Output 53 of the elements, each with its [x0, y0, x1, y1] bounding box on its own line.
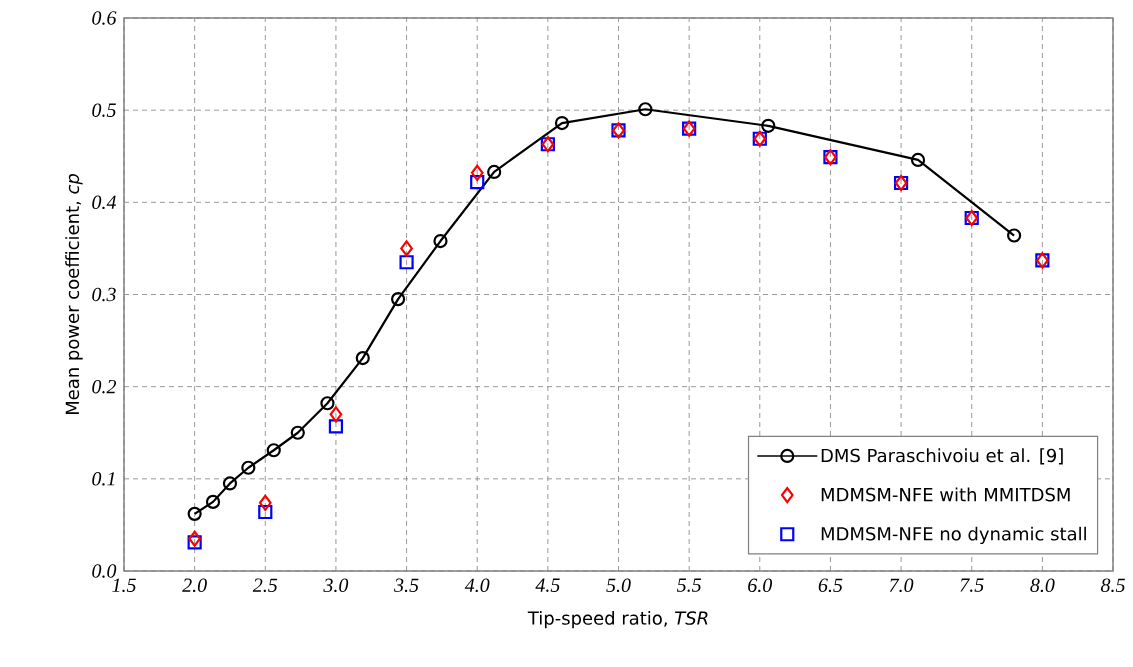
point	[433, 233, 448, 249]
legend-label: MDMSM-NFE with MMITDSM	[821, 487, 1070, 502]
x-tick-label: 6.0	[748, 578, 773, 593]
x-tick-label: 4.0	[464, 578, 490, 593]
x-tick-label: 5.0	[606, 578, 631, 593]
x-tick-label: 1.5	[112, 578, 136, 592]
x-tick-label: 7.0	[889, 578, 914, 593]
point	[554, 115, 570, 131]
x-tick-label: 6.5	[818, 578, 843, 593]
point	[241, 460, 256, 475]
y-tick-label: 0.2	[92, 379, 117, 394]
x-tick-label: 8.0	[1030, 578, 1055, 593]
point	[258, 504, 273, 520]
x-tick-label: 7.5	[960, 578, 984, 592]
point	[188, 530, 201, 547]
point	[487, 164, 502, 180]
point	[290, 425, 305, 440]
point	[1007, 228, 1022, 243]
y-tick-label: 0.5	[92, 103, 116, 117]
point	[761, 118, 776, 133]
point	[400, 240, 413, 257]
y-tick-label: 0.4	[92, 195, 117, 210]
x-axis-title: Tip-speed ratio, TSR	[527, 610, 708, 629]
point	[328, 419, 344, 434]
point	[329, 406, 343, 423]
point	[266, 443, 281, 458]
x-tick-label: 2.0	[182, 578, 207, 593]
point	[258, 494, 272, 511]
x-tick-label: 8.5	[1100, 578, 1125, 593]
x-tick-label: 5.5	[676, 578, 702, 592]
point	[391, 292, 406, 307]
y-tick-label: 0.6	[92, 11, 117, 25]
x-tick-label: 3.0	[323, 578, 349, 593]
x-tick-label: 2.5	[252, 578, 278, 593]
point	[205, 494, 221, 509]
point	[470, 174, 485, 190]
point	[355, 350, 370, 366]
x-tick-label: 4.5	[535, 578, 560, 592]
point	[222, 476, 238, 491]
point	[187, 506, 202, 521]
y-tick-label: 0.0	[92, 564, 117, 578]
point	[910, 152, 926, 168]
point	[638, 102, 653, 117]
legend-label: MDMSM-NFE no dynamic stall	[821, 526, 1086, 545]
legend-label: DMS Paraschivoiu et al. [9]	[821, 448, 1063, 465]
point	[187, 535, 202, 550]
point	[399, 255, 414, 270]
y-tick-label: 0.1	[92, 472, 115, 486]
y-axis-title: Mean power coefficient, cp	[65, 173, 83, 415]
x-tick-label: 3.5	[394, 578, 419, 593]
y-tick-label: 0.3	[92, 287, 116, 302]
point	[320, 396, 335, 411]
point	[470, 164, 484, 181]
